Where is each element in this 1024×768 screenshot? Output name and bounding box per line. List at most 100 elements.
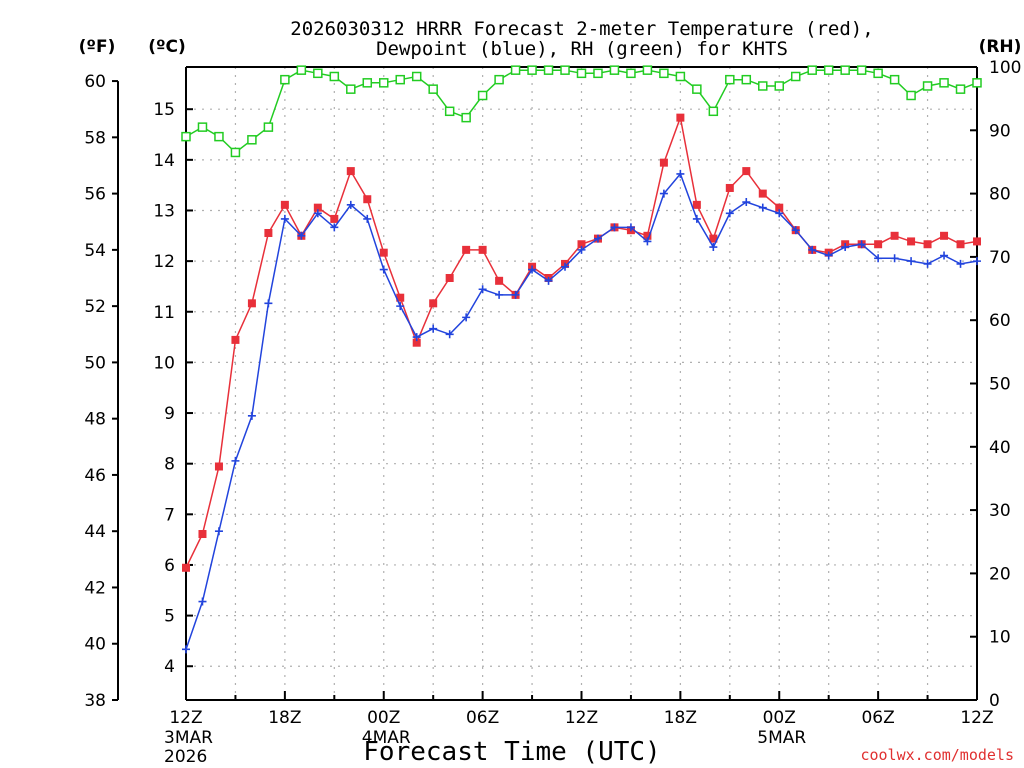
rh-point — [197, 122, 208, 132]
dewpoint-point — [247, 411, 256, 420]
rh-point — [379, 78, 389, 88]
rh-point — [939, 78, 949, 88]
time-tick-label: 12Z — [960, 708, 993, 728]
dewpoint-point — [478, 285, 487, 294]
rh-point — [494, 74, 504, 85]
fahrenheit-tick-label: 50 — [84, 353, 106, 373]
rh-point — [774, 81, 784, 91]
rh-axis-unit: (RH) — [979, 37, 1022, 57]
rh-point — [609, 65, 620, 75]
fahrenheit-tick-label: 56 — [84, 185, 106, 205]
rh-axis-ticks: 0 10 20 30 40 50 60 70 80 90 100 — [970, 58, 1021, 711]
temperature-point — [973, 237, 981, 246]
fahrenheit-tick-label: 58 — [84, 128, 106, 148]
dewpoint-point — [676, 169, 685, 178]
temperature-point — [495, 276, 504, 285]
rh-point — [840, 65, 850, 75]
temperature-point — [445, 274, 454, 282]
rh-point — [477, 90, 488, 101]
dewpoint-point — [379, 265, 388, 274]
dewpoint-point — [940, 251, 949, 260]
temperature-point — [396, 293, 405, 302]
dewpoint-point — [725, 209, 734, 218]
rh-point — [543, 65, 554, 75]
celsius-tick-label: 5 — [164, 607, 175, 627]
temperature-point — [940, 231, 949, 240]
fahrenheit-tick-label: 44 — [84, 522, 106, 542]
time-tick-date: 5MAR — [757, 728, 806, 748]
rh-point — [296, 65, 307, 75]
chart-title-line-2: Dewpoint (blue), RH (green) for KHTS — [376, 38, 788, 60]
rh-point — [395, 74, 405, 85]
rh-point — [807, 65, 817, 75]
celsius-tick-label: 4 — [164, 657, 175, 677]
dewpoint-series — [182, 169, 981, 654]
dewpoint-point — [824, 251, 833, 260]
dewpoint-point — [313, 209, 322, 218]
rh-point — [313, 68, 323, 79]
temperature-point — [182, 563, 190, 572]
credit-text: coolwx.com/models — [860, 746, 1014, 764]
rh-point — [576, 68, 587, 79]
rh-tick-label: 70 — [989, 248, 1011, 268]
temperature-series — [182, 113, 981, 572]
time-tick-label: 06Z — [861, 708, 894, 728]
dewpoint-point — [528, 265, 537, 274]
celsius-tick-label: 10 — [153, 353, 175, 373]
celsius-axis-unit: (ºC) — [148, 37, 186, 57]
fahrenheit-tick-label: 52 — [84, 297, 106, 317]
dewpoint-point — [659, 189, 668, 198]
temperature-point — [725, 183, 734, 192]
celsius-tick-label: 9 — [164, 404, 175, 424]
fahrenheit-axis-unit: (ºF) — [79, 37, 116, 57]
celsius-tick-label: 7 — [164, 505, 175, 525]
temperature-point — [462, 245, 471, 254]
temperature-point — [890, 231, 899, 240]
temperature-point — [198, 530, 207, 539]
rh-point — [181, 131, 191, 142]
fahrenheit-tick-label: 54 — [84, 241, 106, 261]
temperature-point — [214, 462, 223, 471]
dewpoint-point — [429, 324, 438, 333]
time-tick-date: 3MAR — [164, 728, 213, 748]
dewpoint-point — [511, 290, 520, 299]
time-tick-label: 12Z — [169, 708, 202, 728]
rh-point — [362, 78, 373, 88]
dewpoint-point — [643, 237, 652, 246]
dewpoint-point — [758, 203, 767, 212]
fahrenheit-tick-label: 60 — [84, 72, 106, 92]
time-tick-label: 12Z — [565, 708, 598, 728]
temperature-point — [775, 203, 784, 212]
rh-tick-label: 30 — [989, 501, 1011, 521]
rh-point — [346, 84, 356, 94]
rh-point — [675, 71, 686, 82]
temperature-point — [923, 240, 932, 249]
rh-point — [510, 65, 521, 75]
dewpoint-point — [973, 257, 981, 266]
celsius-tick-label: 8 — [164, 455, 175, 475]
celsius-tick-label: 12 — [153, 252, 175, 272]
rh-point — [527, 65, 537, 75]
dewpoint-point — [346, 200, 355, 209]
temperature-point — [659, 158, 668, 167]
dewpoint-point — [264, 299, 273, 308]
dewpoint-point — [412, 333, 421, 342]
dewpoint-point — [709, 243, 718, 252]
temperature-point — [577, 240, 586, 249]
rh-point — [873, 68, 883, 79]
dewpoint-point — [791, 226, 800, 235]
temperature-point — [478, 245, 487, 254]
celsius-tick-label: 14 — [153, 151, 175, 171]
temperature-point — [709, 234, 718, 243]
rh-point — [823, 65, 834, 75]
rh-point — [741, 74, 752, 85]
rh-point — [428, 84, 438, 94]
rh-tick-label: 60 — [989, 311, 1011, 331]
fahrenheit-tick-label: 48 — [84, 410, 106, 430]
dewpoint-point — [198, 597, 207, 606]
rh-point — [329, 71, 340, 82]
temperature-point — [758, 189, 767, 198]
fahrenheit-tick-label: 38 — [84, 691, 106, 711]
